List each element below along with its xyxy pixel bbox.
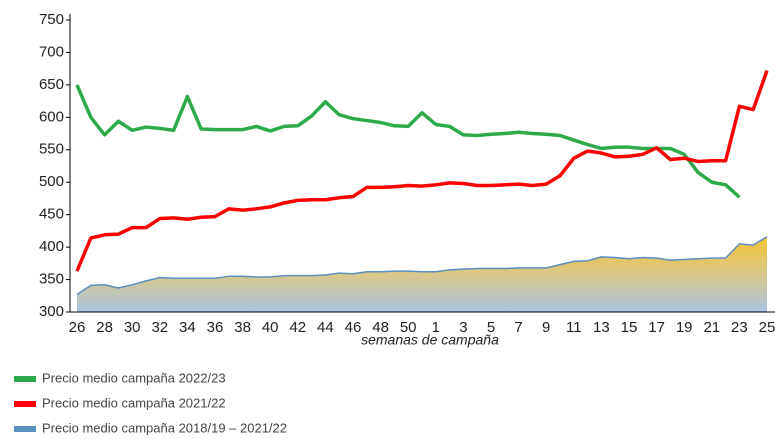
legend-label: Precio medio campaña 2022/23 (42, 370, 226, 385)
x-tick-label: 32 (151, 319, 168, 336)
x-tick-label: 46 (345, 319, 362, 336)
legend-swatch (14, 426, 36, 432)
x-tick-label: 7 (514, 319, 522, 336)
line (75, 70, 769, 272)
x-tick-label: 34 (179, 319, 196, 336)
legend-swatch (14, 376, 36, 382)
x-tick-label: 38 (234, 319, 251, 336)
area (77, 236, 767, 312)
legend-label: Precio medio campaña 2021/22 (42, 395, 226, 410)
x-tick-label: 17 (648, 319, 665, 336)
x-tick-label: 5 (487, 319, 495, 336)
x-tick-label: 42 (289, 319, 306, 336)
x-tick-label: 30 (124, 319, 141, 336)
x-tick-label: 44 (317, 319, 334, 336)
y-tick-label: 700 (39, 43, 64, 60)
y-tick-label: 550 (39, 141, 64, 158)
y-tick-label: 350 (39, 271, 64, 288)
x-axis-label: semanas de campaña (361, 332, 499, 348)
x-tick-label: 19 (676, 319, 693, 336)
x-tick-label: 21 (703, 319, 720, 336)
x-tick-label: 28 (96, 319, 113, 336)
x-tick-label: 15 (621, 319, 638, 336)
x-tick-label: 13 (593, 319, 610, 336)
y-tick-label: 600 (39, 108, 64, 125)
legend-label: Precio medio campaña 2018/19 – 2021/22 (42, 420, 287, 435)
x-tick-label: 11 (566, 319, 582, 336)
x-tick-label: 25 (759, 319, 775, 336)
x-tick-label: 1 (432, 319, 440, 336)
x-tick-label: 50 (400, 319, 417, 336)
x-tick-label: 3 (459, 319, 467, 336)
legend-swatch (14, 401, 36, 407)
x-tick-label: 9 (542, 319, 550, 336)
x-tick-label: 48 (372, 319, 389, 336)
x-tick-label: 36 (207, 319, 224, 336)
y-tick-label: 450 (39, 206, 64, 223)
y-tick-label: 650 (39, 76, 64, 93)
y-tick-label: 300 (39, 303, 64, 320)
x-tick-label: 40 (262, 319, 279, 336)
x-tick-label: 26 (69, 319, 86, 336)
y-tick-label: 400 (39, 238, 64, 255)
y-tick-label: 500 (39, 173, 64, 190)
line (75, 84, 741, 199)
line (76, 236, 768, 296)
y-tick-label: 750 (39, 11, 64, 28)
x-tick-label: 23 (731, 319, 748, 336)
